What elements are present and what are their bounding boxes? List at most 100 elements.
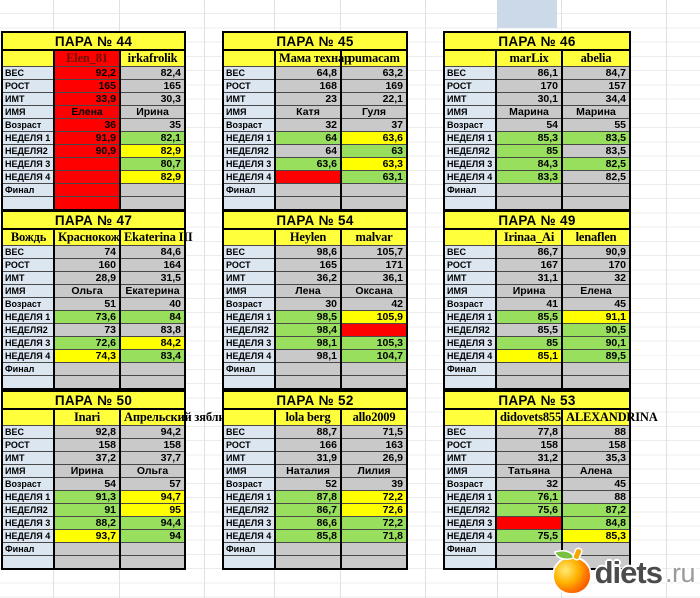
value-cell[interactable]: 72,2 [340,516,408,530]
row-label-cell[interactable]: НЕДЕЛЯ2 [443,503,497,517]
value-cell[interactable]: 82,5 [561,170,631,184]
nickname-cell[interactable]: Elen_81 [53,49,121,67]
row-label-cell[interactable]: НЕДЕЛЯ 3 [443,336,497,350]
nickname-cell[interactable]: irkafrolik [119,49,186,67]
value-cell[interactable]: Наталия [274,464,342,478]
row-label-cell[interactable]: ВЕС [222,245,276,259]
nickname-cell[interactable]: abelia [561,49,631,67]
nickname-cell[interactable]: Heylen [274,228,342,246]
nickname-cell[interactable]: Краснокож [53,228,121,246]
value-cell[interactable] [561,375,631,389]
row-label-cell[interactable] [443,196,497,210]
pair-title[interactable]: ПАРА № 50 [1,390,186,410]
value-cell[interactable]: 31,2 [495,451,563,465]
value-cell[interactable]: 72,6 [340,503,408,517]
row-label-cell[interactable]: Возраст [443,118,497,132]
row-label-cell[interactable]: Финал [1,542,55,556]
row-label-cell[interactable]: ИМТ [443,271,497,285]
value-cell[interactable] [495,375,563,389]
row-label-cell[interactable]: РОСТ [222,258,276,272]
row-label-cell[interactable]: РОСТ [1,438,55,452]
value-cell[interactable]: 72,6 [53,336,121,350]
value-cell[interactable]: 84,7 [561,66,631,80]
value-cell[interactable]: 85,8 [274,529,342,543]
value-cell[interactable] [53,362,121,376]
row-label-cell[interactable]: НЕДЕЛЯ 3 [222,516,276,530]
value-cell[interactable]: 40 [119,297,186,311]
value-cell[interactable]: 72,2 [340,490,408,504]
value-cell[interactable]: 73,6 [53,310,121,324]
nickname-label-cell[interactable]: Вождь [1,228,55,246]
value-cell[interactable]: 165 [274,258,342,272]
row-label-cell[interactable]: НЕДЕЛЯ 1 [1,310,55,324]
row-label-cell[interactable]: НЕДЕЛЯ2 [443,323,497,337]
value-cell[interactable]: 35 [119,118,186,132]
row-label-cell[interactable]: ИМЯ [222,105,276,119]
value-cell[interactable] [561,196,631,210]
value-cell[interactable]: 31,9 [274,451,342,465]
row-label-cell[interactable]: НЕДЕЛЯ 4 [222,170,276,184]
value-cell[interactable]: 91,9 [53,131,121,145]
row-label-cell[interactable]: Финал [1,183,55,197]
value-cell[interactable] [119,183,186,197]
row-label-cell[interactable]: НЕДЕЛЯ2 [222,503,276,517]
value-cell[interactable] [495,555,563,569]
row-label-cell[interactable]: Возраст [443,297,497,311]
row-label-cell[interactable]: НЕДЕЛЯ2 [1,144,55,158]
pair-title[interactable]: ПАРА № 49 [443,210,631,230]
row-label-cell[interactable]: Финал [443,362,497,376]
row-label-cell[interactable]: ИМТ [222,271,276,285]
value-cell[interactable]: 105,7 [340,245,408,259]
row-label-cell[interactable]: РОСТ [443,258,497,272]
value-cell[interactable]: 94,2 [119,425,186,439]
value-cell[interactable]: 94,4 [119,516,186,530]
value-cell[interactable]: 104,7 [340,349,408,363]
value-cell[interactable]: 169 [340,79,408,93]
pair-title[interactable]: ПАРА № 52 [222,390,408,410]
row-label-cell[interactable]: ИМТ [443,92,497,106]
value-cell[interactable]: 93,7 [53,529,121,543]
row-label-cell[interactable]: НЕДЕЛЯ 4 [222,529,276,543]
row-label-cell[interactable] [1,196,55,210]
value-cell[interactable]: 83,5 [561,131,631,145]
value-cell[interactable]: Катя [274,105,342,119]
row-label-cell[interactable]: ВЕС [222,66,276,80]
value-cell[interactable]: 91,1 [561,310,631,324]
value-cell[interactable] [53,183,121,197]
value-cell[interactable] [53,375,121,389]
value-cell[interactable]: 160 [53,258,121,272]
row-label-cell[interactable]: НЕДЕЛЯ 4 [222,349,276,363]
value-cell[interactable] [340,375,408,389]
row-label-cell[interactable]: НЕДЕЛЯ 1 [1,131,55,145]
value-cell[interactable]: 94 [119,529,186,543]
value-cell[interactable] [495,183,563,197]
row-label-cell[interactable]: Возраст [1,297,55,311]
nickname-label-cell[interactable] [1,408,55,426]
row-label-cell[interactable]: Возраст [1,118,55,132]
value-cell[interactable]: 86,6 [274,516,342,530]
value-cell[interactable] [495,516,563,530]
value-cell[interactable]: Марина [561,105,631,119]
row-label-cell[interactable] [222,196,276,210]
value-cell[interactable]: 105,9 [340,310,408,324]
row-label-cell[interactable]: РОСТ [1,79,55,93]
value-cell[interactable]: 88,7 [274,425,342,439]
value-cell[interactable]: 31,5 [119,271,186,285]
value-cell[interactable]: 85,1 [495,349,563,363]
value-cell[interactable]: 37,2 [53,451,121,465]
value-cell[interactable] [119,542,186,556]
row-label-cell[interactable]: РОСТ [222,79,276,93]
value-cell[interactable]: 64,8 [274,66,342,80]
row-label-cell[interactable]: ИМЯ [443,464,497,478]
value-cell[interactable]: 163 [340,438,408,452]
value-cell[interactable]: Ольга [53,284,121,298]
value-cell[interactable] [53,555,121,569]
value-cell[interactable] [340,555,408,569]
value-cell[interactable] [53,196,121,210]
value-cell[interactable]: 82,4 [119,66,186,80]
value-cell[interactable]: 32 [495,477,563,491]
value-cell[interactable]: 90,5 [561,323,631,337]
value-cell[interactable]: 83,3 [495,170,563,184]
nickname-cell[interactable]: Inari [53,408,121,426]
value-cell[interactable] [340,196,408,210]
